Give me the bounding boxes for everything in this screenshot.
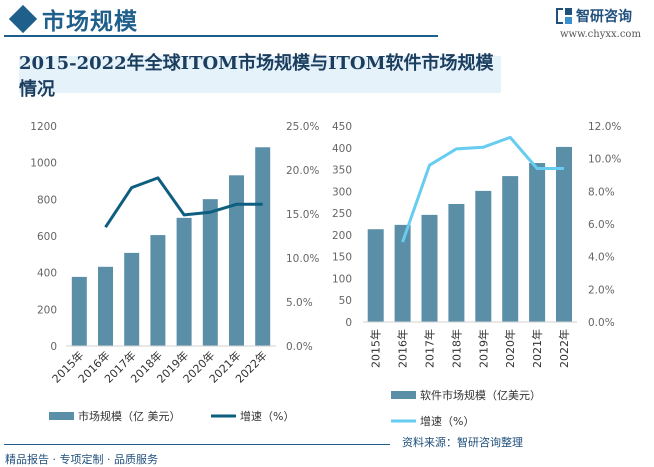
y-left-tick-label: 200 — [37, 304, 57, 316]
x-tick-label: 2019年 — [476, 329, 490, 368]
bar — [448, 203, 465, 322]
y-right-tick-label: 10.0% — [588, 154, 621, 166]
y-left-tick-label: 300 — [332, 186, 352, 198]
y-left-tick-label: 1200 — [30, 121, 57, 133]
y-left-tick-label: 450 — [332, 121, 352, 133]
y-left-tick-label: 400 — [332, 143, 352, 155]
x-tick-label: 2022年 — [557, 329, 571, 368]
y-left-tick-label: 200 — [332, 230, 352, 242]
logo-icon — [556, 8, 572, 24]
y-right-tick-label: 15.0% — [286, 209, 319, 221]
y-left-tick-label: 1000 — [30, 158, 57, 170]
bar — [124, 252, 140, 346]
y-right-tick-label: 10.0% — [286, 253, 319, 265]
y-right-tick-label: 4.0% — [588, 252, 615, 264]
bar — [421, 214, 438, 322]
site-url: www.chyxx.com — [560, 29, 641, 40]
chart-title: 2015-2022年全球ITOM市场规模与ITOM软件市场规模情况 — [19, 52, 494, 100]
footer-divider — [4, 444, 390, 445]
x-tick-label: 2017年 — [423, 329, 437, 368]
y-right-tick-label: 12.0% — [588, 121, 621, 133]
y-left-tick-label: 100 — [332, 273, 352, 285]
bar — [529, 163, 546, 322]
y-left-tick-label: 600 — [37, 231, 57, 243]
bar — [255, 147, 271, 346]
logo-text: 智研咨询 — [576, 9, 632, 25]
logo: 智研咨询 — [556, 6, 632, 26]
growth-line — [104, 176, 263, 229]
bar — [229, 175, 244, 346]
y-left-tick-label: 350 — [332, 165, 352, 177]
bar — [202, 199, 218, 346]
y-left-tick-label: 800 — [37, 194, 57, 206]
x-tick-label: 2020年 — [503, 329, 517, 368]
y-left-tick-label: 150 — [332, 252, 352, 264]
legend-bar-swatch — [391, 391, 416, 399]
growth-line — [401, 135, 564, 243]
x-tick-label: 2015年 — [369, 329, 383, 368]
y-left-tick-label: 400 — [37, 268, 57, 280]
y-left-tick-label: 50 — [339, 295, 352, 307]
legend-bar-label: 市场规模（亿 美元） — [78, 409, 181, 423]
bar — [98, 266, 113, 346]
bar — [394, 224, 411, 322]
legend-bar-swatch — [49, 412, 74, 420]
y-right-tick-label: 25.0% — [286, 121, 319, 133]
bar — [150, 235, 166, 346]
bar — [502, 176, 519, 322]
bar — [71, 276, 87, 346]
y-right-tick-label: 6.0% — [588, 219, 615, 231]
bar — [556, 146, 572, 322]
header-divider — [4, 35, 438, 37]
y-left-tick-label: 0 — [345, 317, 352, 329]
legend-bar-label: 软件市场规模（亿美元） — [420, 388, 541, 402]
x-tick-label: 2018年 — [449, 329, 463, 368]
y-right-tick-label: 8.0% — [588, 186, 615, 198]
x-tick-label: 2016年 — [396, 329, 410, 368]
y-left-tick-label: 250 — [332, 208, 352, 220]
y-left-tick-label: 0 — [50, 341, 57, 353]
footer-slogan: 精品报告 · 专项定制 · 品质服务 — [5, 453, 158, 466]
y-right-tick-label: 0.0% — [588, 317, 615, 329]
y-right-tick-label: 5.0% — [286, 297, 313, 309]
bar — [367, 229, 384, 322]
y-right-tick-label: 0.0% — [286, 341, 313, 353]
header-title: 市场规模 — [42, 9, 138, 35]
footer-source: 资料来源：智研咨询整理 — [402, 436, 523, 449]
bar — [176, 217, 192, 346]
chart-title-band: 2015-2022年全球ITOM市场规模与ITOM软件市场规模情况 — [19, 53, 501, 100]
y-right-tick-label: 20.0% — [286, 165, 319, 177]
bar — [475, 190, 492, 322]
y-right-tick-label: 2.0% — [588, 284, 615, 296]
legend-line-label: 增速（%） — [240, 409, 294, 423]
x-tick-label: 2021年 — [530, 329, 544, 368]
legend-line-label: 增速（%） — [420, 414, 474, 428]
